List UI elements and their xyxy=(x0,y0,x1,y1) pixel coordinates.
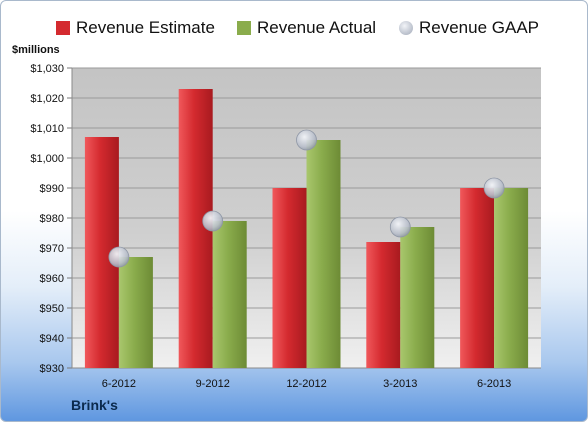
bar-revenue-actual xyxy=(306,140,341,368)
company-name: Brink's xyxy=(71,397,118,413)
y-tick-label: $1,030 xyxy=(30,63,64,75)
y-tick-label: $990 xyxy=(40,183,64,195)
y-tick-label: $1,010 xyxy=(30,123,64,135)
y-tick-label: $960 xyxy=(40,273,64,285)
legend-item-revenue-actual: Revenue Actual xyxy=(237,18,376,38)
bar-revenue-estimate xyxy=(460,188,495,368)
marker-revenue-gaap xyxy=(389,216,411,238)
marker-revenue-gaap xyxy=(108,246,130,268)
y-tick-label: $1,020 xyxy=(30,93,64,105)
bar-revenue-estimate xyxy=(272,188,307,368)
x-tick-label: 9-2012 xyxy=(196,378,230,390)
y-tick-label: $970 xyxy=(40,243,64,255)
y-tick-label: $980 xyxy=(40,213,64,225)
y-tick-label: $930 xyxy=(40,363,64,375)
bar-revenue-actual xyxy=(118,257,153,368)
bar-revenue-estimate xyxy=(366,242,401,368)
legend-item-revenue-estimate: Revenue Estimate xyxy=(56,18,215,38)
legend-label-estimate: Revenue Estimate xyxy=(76,18,215,37)
marker-revenue-gaap xyxy=(483,177,505,199)
y-tick-label: $950 xyxy=(40,303,64,315)
x-tick-label: 6-2012 xyxy=(102,378,136,390)
marker-revenue-gaap xyxy=(202,210,224,232)
bar-revenue-actual xyxy=(212,221,247,368)
legend-label-gaap: Revenue GAAP xyxy=(419,18,540,37)
x-tick-label: 6-2013 xyxy=(477,378,511,390)
y-tick-label: $940 xyxy=(40,333,64,345)
bar-revenue-actual xyxy=(400,227,435,368)
bar-revenue-actual xyxy=(494,188,529,368)
legend-swatch-actual xyxy=(237,21,251,35)
legend-item-revenue-gaap: Revenue GAAP xyxy=(399,18,539,38)
marker-revenue-gaap xyxy=(296,129,317,151)
legend-swatch-estimate xyxy=(56,21,70,35)
y-axis-label: $millions xyxy=(12,44,60,56)
y-tick-label: $1,000 xyxy=(30,153,64,165)
x-tick-label: 3-2013 xyxy=(383,378,417,390)
legend-swatch-gaap xyxy=(399,21,413,35)
legend-label-actual: Revenue Actual xyxy=(257,18,377,37)
legend: Revenue Estimate Revenue Actual Revenue … xyxy=(1,18,587,40)
x-tick-label: 12-2012 xyxy=(286,378,326,390)
